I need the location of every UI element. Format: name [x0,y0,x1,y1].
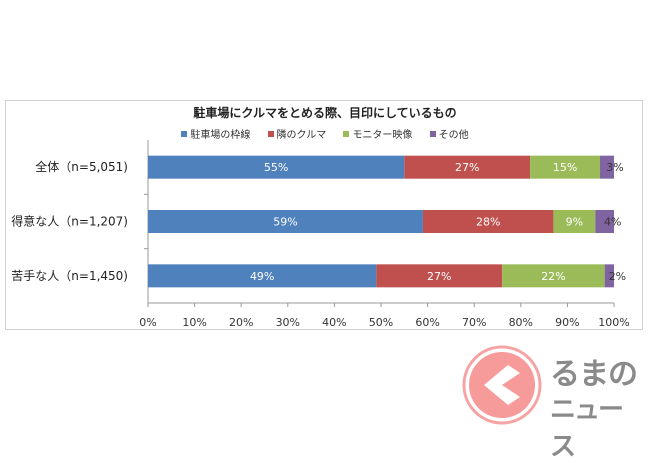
logo-text-top: るまの [550,357,638,392]
x-tick-label: 50% [369,316,393,329]
data-label: 55% [264,161,288,174]
data-label: 27% [427,270,451,283]
logo-mark [462,345,542,425]
legend-swatch [429,131,436,137]
legend-item: 駐車場の枠線 [181,130,250,141]
x-tick-label: 70% [462,316,486,329]
x-tick-label: 30% [276,316,300,329]
legend-label: 隣のクルマ [276,130,327,141]
data-label: 49% [250,270,274,283]
legend-swatch [181,131,188,137]
legend-label: 駐車場の枠線 [190,130,251,141]
legend-swatch [267,131,274,137]
data-label: 9% [566,216,583,229]
x-tick-label: 0% [139,316,156,329]
logo-text-bottom: ニュース [550,395,624,462]
bar-segment [604,264,614,288]
data-label: 2% [609,270,626,283]
data-label: 15% [553,161,577,174]
logo: るまの ニュース [462,343,642,462]
bar-segment [595,210,614,233]
legend-item: モニター映像 [343,130,412,141]
bar-segment [148,155,405,179]
bar-segment [148,264,377,288]
legend-swatch [343,131,350,137]
x-tick-label: 80% [509,316,533,329]
chart-title: 駐車場にクルマをとめる際、目印にしているもの [193,106,457,120]
data-label: 59% [273,216,297,229]
data-label: 27% [455,161,479,174]
bar-segment [530,155,601,179]
x-tick-label: 90% [555,316,579,329]
legend-label: モニター映像 [352,130,413,141]
x-tick-label: 100% [598,316,629,329]
legend-item: 隣のクルマ [267,130,327,141]
legend: 駐車場の枠線 隣のクルマ モニター映像 その他 [0,126,650,141]
bar-segment [502,264,605,288]
category-label: 得意な人（n=1,207) [11,214,128,229]
bar-segment [404,155,531,179]
legend-label: その他 [438,130,469,141]
bar-segment [422,210,554,233]
bar-chart: 0% 10% 20% 30% 40% 50% 60% 70% 80% 90% 100% 全体（n=5,… [11,140,630,329]
x-tick-label: 20% [229,316,253,329]
x-tick-label: 10% [182,316,206,329]
data-label: 4% [604,216,621,229]
bar-segment [553,210,596,233]
data-label: 22% [541,270,565,283]
legend-item: その他 [429,130,469,141]
data-label: 3% [606,161,623,174]
bar-segment [376,264,503,288]
bar-segment [148,210,423,233]
category-label: 苦手な人（n=1,450) [11,269,128,283]
x-tick-label: 60% [415,316,439,329]
data-label: 28% [476,216,500,229]
x-tick-label: 40% [322,316,346,329]
category-label: 全体（n=5,051) [35,159,128,174]
bar-segment [600,155,614,179]
